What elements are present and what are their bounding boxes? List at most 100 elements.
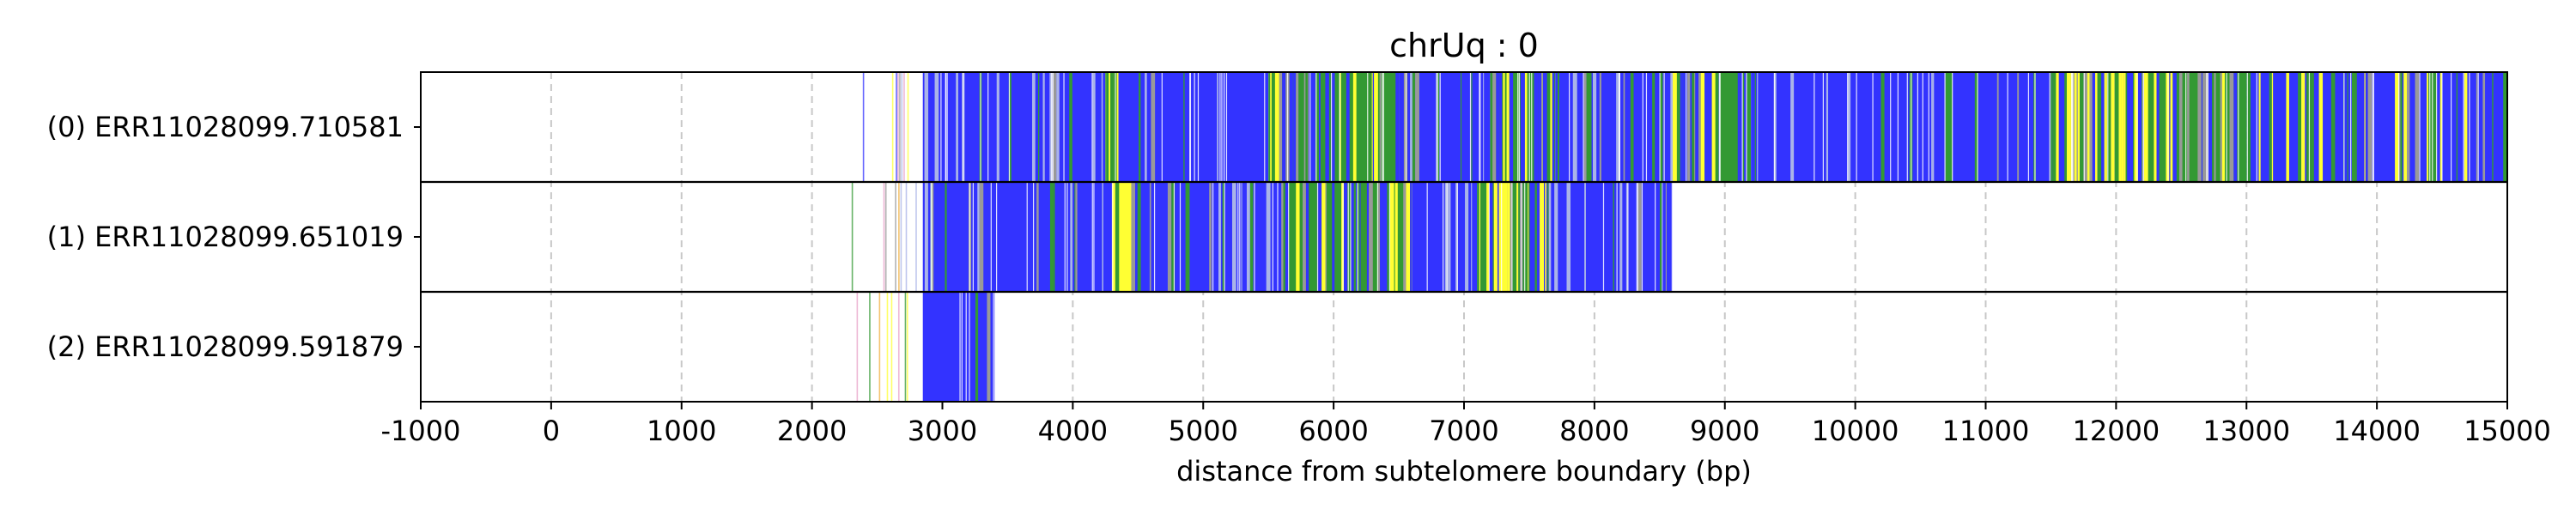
read-stripe [1506,72,1510,182]
read-stripe [996,72,999,182]
read-stripe [1325,182,1327,292]
read-gap [1347,182,1349,292]
read-stripe [2066,72,2071,182]
read-gap [1719,72,1721,182]
read-stripe [1325,72,1329,182]
read-stripe [2017,72,2020,182]
read-stripe [1305,182,1309,292]
read-gap [1264,72,1266,182]
read-stripe [1359,182,1361,292]
read-stripe [1583,72,1587,182]
read-stripe [2197,72,2202,182]
read-gap [1091,182,1093,292]
read-stripe [2118,72,2122,182]
read-gap [930,182,932,292]
read-gap [1663,72,1665,182]
read-gap [987,72,989,182]
read-stripe [1346,72,1350,182]
read-stripe [1231,182,1236,292]
read-stripe [1744,72,1747,182]
x-axis-ticks: -1000 0 1000 2000 3000 4000 5000 6000 7000 8000 90… [381,126,2551,447]
read-label: (0) ERR11028099.710581 [47,111,404,143]
read-stripe [1465,182,1469,292]
read-stripe [2104,72,2106,182]
read-stripe [1522,182,1524,292]
read-stripe [1471,182,1473,292]
read-stripe [1708,72,1712,182]
read-stripe [1477,182,1479,292]
read-stripe [1303,182,1306,292]
read-segment [2142,72,2247,182]
read-stripe [2352,72,2356,182]
read-stripe [2050,72,2053,182]
read-stripe [1131,182,1136,292]
read-stripe [1449,182,1451,292]
read-gap [2083,72,2085,182]
read-gap [1521,182,1522,292]
read-stripe [1541,72,1543,182]
read-stripe [1455,182,1458,292]
read-stripe [2105,72,2107,182]
read-stripe [945,182,947,292]
read-gap [940,72,942,182]
read-gap [2477,72,2479,182]
read-tracks [851,72,2507,402]
read-gap [1645,72,1648,182]
read-gap [980,72,981,182]
read-stripe [1296,182,1299,292]
read-stripe [1352,72,1357,182]
read-gap [1091,72,1093,182]
read-stripe [1310,72,1315,182]
read-gap [945,72,947,182]
read-gap [1746,72,1747,182]
read-stripe [2187,72,2190,182]
read-stripe [2080,72,2084,182]
read-stripe [1036,182,1039,292]
read-gap [2072,72,2074,182]
read-stripe [1949,72,1953,182]
read-gap [972,182,974,292]
read-stripe [2111,72,2115,182]
read-stripe [932,182,934,292]
read-stripe [1625,182,1628,292]
read-stripe [2355,72,2357,182]
x-tick-label: 10000 [1812,415,1899,447]
read-gap [1286,72,1289,182]
read-gap [1655,182,1656,292]
read-stripe [1932,72,1935,182]
read-stripe [1410,182,1412,292]
read-stripe [1167,182,1172,292]
read-stripe [2097,72,2102,182]
read-stripe [1437,72,1440,182]
read-stripe [1031,72,1036,182]
read-stripe [2407,72,2410,182]
read-gap [1063,72,1065,182]
read-stripe [1590,72,1592,182]
read-gap [990,182,992,292]
read-stripe [1102,182,1103,292]
read-stripe [2439,72,2442,182]
read-stripe [924,72,929,182]
x-tick-label: 7000 [1429,415,1498,447]
read-stripe [1042,72,1045,182]
read-gap [1342,182,1344,292]
read-gap [1225,72,1228,182]
read-stripe [1372,72,1375,182]
read-gap [1890,72,1892,182]
read-stripe [1584,182,1586,292]
x-tick-label: 11000 [1942,415,2030,447]
read-gap [1488,182,1490,292]
read-gap [1872,72,1874,182]
read-stripe [1523,182,1528,292]
read-stripe [1266,182,1271,292]
read-gap [1718,72,1721,182]
read-stripe [1826,72,1829,182]
read-stripe [1931,72,1933,182]
read-stripe [1739,72,1743,182]
x-tick-label: 4000 [1038,415,1108,447]
read-gap [1189,72,1192,182]
read-stripe [1355,182,1358,292]
read-stripe [1151,72,1156,182]
read-stripe [1619,182,1623,292]
read-gap [1847,72,1849,182]
